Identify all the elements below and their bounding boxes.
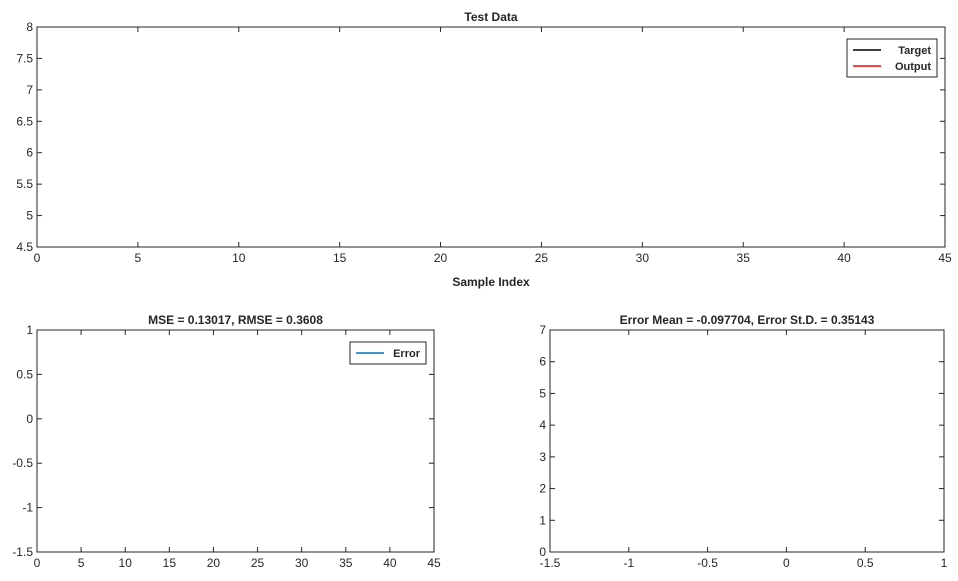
x-tick-label: 45 bbox=[427, 556, 441, 570]
x-tick-label: 20 bbox=[207, 556, 221, 570]
x-tick-label: 45 bbox=[938, 251, 952, 265]
chart-title: Error Mean = -0.097704, Error St.D. = 0.… bbox=[620, 313, 875, 327]
x-tick-label: 40 bbox=[837, 251, 851, 265]
y-tick-label: 7.5 bbox=[16, 51, 33, 65]
axes-box bbox=[36, 329, 435, 553]
x-tick-label: 10 bbox=[119, 556, 133, 570]
x-tick-label: 25 bbox=[251, 556, 265, 570]
x-tick-label: -0.5 bbox=[697, 556, 718, 570]
y-tick-label: 1 bbox=[539, 513, 546, 527]
x-tick-label: 35 bbox=[339, 556, 353, 570]
chart-hist: -1.5 -1 -0.5 0 0.5 1 0 1 2 3 4 5 6 7 Error Mean = -0.0… bbox=[539, 313, 947, 570]
y-tick-label: 0 bbox=[539, 545, 546, 559]
x-tick-label: -1 bbox=[623, 556, 634, 570]
x-tick-label: 15 bbox=[163, 556, 177, 570]
x-tick-label: 5 bbox=[78, 556, 85, 570]
x-tick-label: 30 bbox=[636, 251, 650, 265]
y-tick-label: 6 bbox=[539, 355, 546, 369]
y-tick-label: 5.5 bbox=[16, 177, 33, 191]
x-tick-label: 40 bbox=[383, 556, 397, 570]
x-tick-label: -1.5 bbox=[540, 556, 561, 570]
legend-box bbox=[349, 341, 427, 365]
chart-test: 0 5 10 15 20 25 30 35 40 45 4.5 5 5.5 6 6.5 7 7.5 8 Test D… bbox=[16, 10, 952, 289]
x-tick-label: 10 bbox=[232, 251, 246, 265]
x-tick-label: 1 bbox=[941, 556, 948, 570]
y-tick-label: 2 bbox=[539, 482, 546, 496]
y-tick-label: 5 bbox=[539, 386, 546, 400]
x-tick-label: 5 bbox=[135, 251, 142, 265]
y-tick-label: 3 bbox=[539, 450, 546, 464]
y-tick-label: 6 bbox=[26, 146, 33, 160]
x-tick-label: 0 bbox=[783, 556, 790, 570]
y-tick-label: 0 bbox=[26, 412, 33, 426]
y-tick-label: 6.5 bbox=[16, 114, 33, 128]
y-tick-label: -1.5 bbox=[12, 545, 33, 559]
y-tick-label: -1 bbox=[22, 501, 33, 515]
x-tick-label: 25 bbox=[535, 251, 549, 265]
legend-label-error: Error bbox=[393, 348, 421, 360]
y-tick-label: 4.5 bbox=[16, 240, 33, 254]
axes-box bbox=[549, 329, 945, 553]
legend-box bbox=[846, 38, 938, 78]
y-tick-label: -0.5 bbox=[12, 456, 33, 470]
chart-title: MSE = 0.13017, RMSE = 0.3608 bbox=[148, 313, 323, 327]
x-tick-label: 30 bbox=[295, 556, 309, 570]
legend: Target Output bbox=[846, 38, 938, 78]
legend-label-target: Target bbox=[898, 45, 931, 57]
x-tick-label: 20 bbox=[434, 251, 448, 265]
chart-title: Test Data bbox=[464, 10, 517, 24]
x-axis-label: Sample Index bbox=[452, 275, 530, 289]
x-tick-label: 0 bbox=[34, 556, 41, 570]
x-tick-label: 0 bbox=[34, 251, 41, 265]
y-tick-label: 8 bbox=[26, 20, 33, 34]
y-tick-label: 0.5 bbox=[16, 367, 33, 381]
axes-box bbox=[36, 26, 946, 248]
x-tick-label: 15 bbox=[333, 251, 347, 265]
x-tick-label: 35 bbox=[737, 251, 751, 265]
y-tick-label: 7 bbox=[26, 83, 33, 97]
chart-error: 0 5 10 15 20 25 30 35 40 45 -1.5 -1 -0.5 0 0.5 1 MSE = 0… bbox=[12, 313, 441, 570]
legend: Error bbox=[349, 341, 427, 365]
legend-label-output: Output bbox=[895, 61, 931, 73]
y-tick-label: 4 bbox=[539, 418, 546, 432]
y-tick-label: 1 bbox=[26, 323, 33, 337]
y-tick-label: 7 bbox=[539, 323, 546, 337]
x-tick-label: 0.5 bbox=[857, 556, 874, 570]
y-tick-label: 5 bbox=[26, 209, 33, 223]
